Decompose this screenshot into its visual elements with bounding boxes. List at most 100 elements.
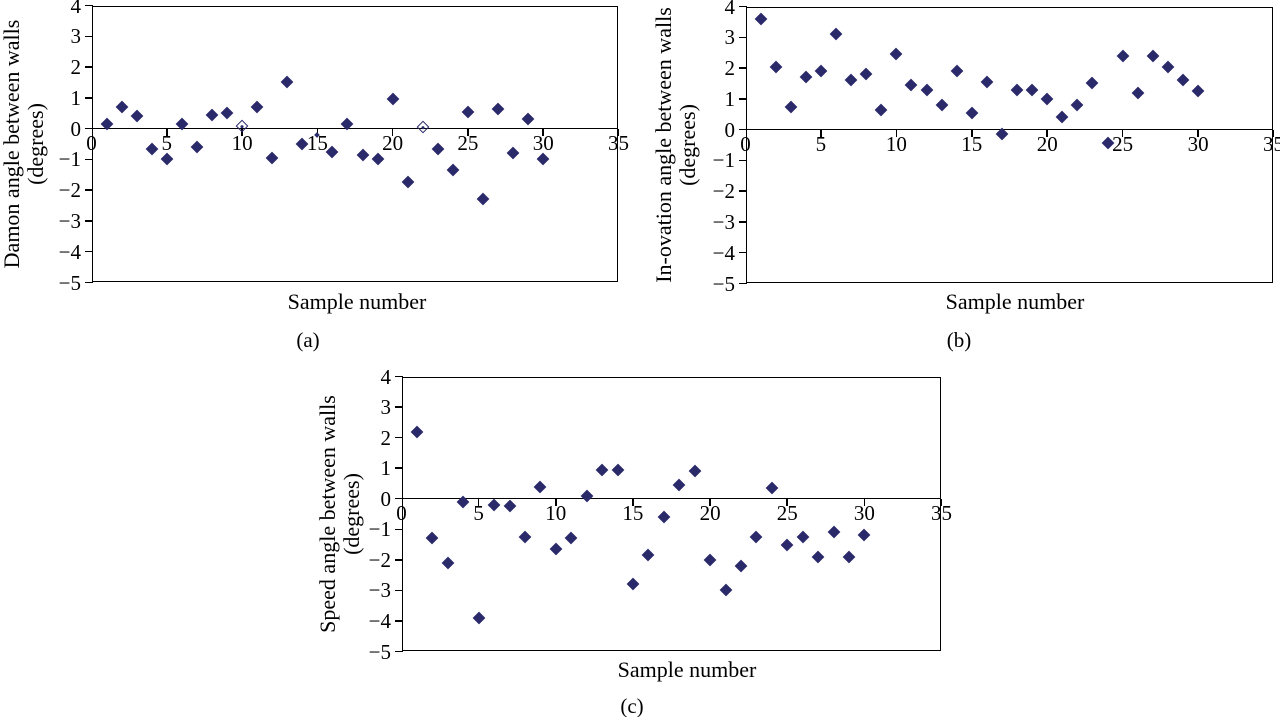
data-point (719, 584, 732, 597)
data-point (626, 577, 640, 591)
y-tick-mark (739, 98, 747, 100)
x-tick-mark (391, 128, 394, 136)
y-tick-mark (395, 436, 403, 439)
y-tick-mark (85, 4, 93, 7)
x-tick-label: 10 (885, 132, 907, 157)
data-point (641, 548, 655, 562)
y-tick-mark (395, 650, 403, 653)
y-tick-mark (739, 67, 747, 69)
y-tick-mark (85, 189, 93, 191)
y-tick-label: −2 (58, 178, 81, 203)
data-point (842, 550, 856, 564)
data-point (503, 499, 516, 513)
data-point (425, 532, 439, 545)
y-tick-label: −2 (712, 179, 735, 204)
x-axis-label-b: Sample number (945, 289, 1085, 314)
data-point (672, 478, 686, 492)
x-tick-label: 35 (931, 501, 952, 526)
y-tick-label: 0 (380, 486, 392, 511)
plot-area-a: 4 3 2 1 0 −1 −2 −3 −4 −5 0 5 10 15 20 25 30 35 (59, 0, 629, 294)
y-tick-mark (85, 250, 93, 253)
caption-a: (a) (296, 328, 320, 352)
y-tick-label: −2 (368, 547, 391, 572)
y-axis-label-c-line1: Speed angle between walls (315, 395, 340, 633)
x-tick-label: 5 (815, 132, 827, 157)
data-point (441, 556, 455, 570)
data-point (765, 481, 779, 495)
y-tick-label: −1 (712, 148, 735, 173)
y-tick-label: −3 (58, 208, 81, 233)
x-tick-label: 35 (1263, 132, 1280, 157)
x-tick-label: 30 (853, 501, 875, 526)
y-tick-label: −3 (368, 578, 391, 603)
data-point (734, 559, 748, 573)
y-tick-mark (85, 66, 93, 68)
y-tick-mark (395, 406, 403, 408)
x-tick-label: 30 (1187, 132, 1209, 157)
y-tick-mark (85, 127, 93, 130)
data-point (472, 611, 486, 625)
y-tick-label: 0 (724, 117, 736, 142)
x-tick-mark (786, 498, 788, 506)
x-tick-mark (820, 129, 822, 137)
y-tick-mark (395, 559, 403, 561)
data-point (703, 553, 717, 567)
data-point (749, 530, 763, 544)
y-tick-mark (85, 158, 93, 161)
caption-b: (b) (946, 328, 972, 352)
x-axis-label-c: Sample number (617, 657, 757, 682)
data-point (580, 489, 594, 503)
y-tick-label: 1 (724, 86, 736, 111)
data-point (611, 463, 624, 477)
x-tick-label: 10 (231, 131, 253, 156)
y-tick-mark (395, 528, 403, 531)
x-tick-label: 25 (457, 131, 479, 156)
plot-area-c: 4 3 2 1 0 −1 −2 −3 −4 −5 0 5 10 15 20 25 30 35 (369, 366, 952, 663)
y-tick-label: −4 (368, 608, 391, 633)
x-tick-mark (477, 498, 480, 506)
caption-c: (c) (620, 694, 644, 717)
y-tick-label: 0 (70, 116, 82, 141)
y-tick-label: 2 (380, 425, 392, 450)
x-tick-label: 5 (161, 131, 173, 156)
y-tick-label: −5 (58, 270, 81, 295)
data-point (518, 530, 532, 544)
y-tick-mark (739, 190, 747, 192)
x-tick-mark (467, 128, 469, 136)
data-point (410, 425, 424, 438)
y-tick-mark (85, 35, 93, 38)
y-tick-label: 1 (380, 456, 392, 481)
x-tick-mark (971, 129, 973, 137)
y-tick-mark (739, 251, 747, 254)
x-tick-label: 0 (86, 131, 97, 156)
x-axis-zero-line (747, 128, 1272, 131)
y-tick-label: −3 (712, 209, 735, 234)
x-axis-zero-line (93, 127, 617, 130)
y-tick-label: −1 (368, 517, 391, 542)
x-tick-label: 10 (545, 501, 567, 526)
x-tick-mark (940, 498, 943, 506)
x-tick-mark (555, 498, 557, 506)
y-tick-label: −4 (58, 239, 81, 264)
data-point (533, 480, 547, 493)
data-point (657, 510, 671, 524)
y-tick-mark (739, 221, 747, 223)
y-tick-label: 1 (70, 85, 82, 110)
x-tick-mark (1197, 129, 1199, 137)
x-tick-label: 25 (776, 501, 798, 526)
data-point (857, 529, 871, 542)
y-tick-mark (395, 375, 403, 378)
y-tick-mark (739, 159, 747, 162)
y-axis-label-c: Speed angle between walls (degrees) (315, 354, 364, 674)
data-point (595, 463, 609, 477)
y-tick-label: −4 (712, 240, 735, 265)
y-tick-label: 4 (724, 0, 736, 19)
y-tick-mark (395, 620, 403, 622)
x-tick-mark (1121, 129, 1124, 137)
x-tick-label: 0 (396, 501, 407, 526)
x-tick-mark (895, 129, 898, 137)
y-tick-label: −5 (368, 639, 391, 664)
